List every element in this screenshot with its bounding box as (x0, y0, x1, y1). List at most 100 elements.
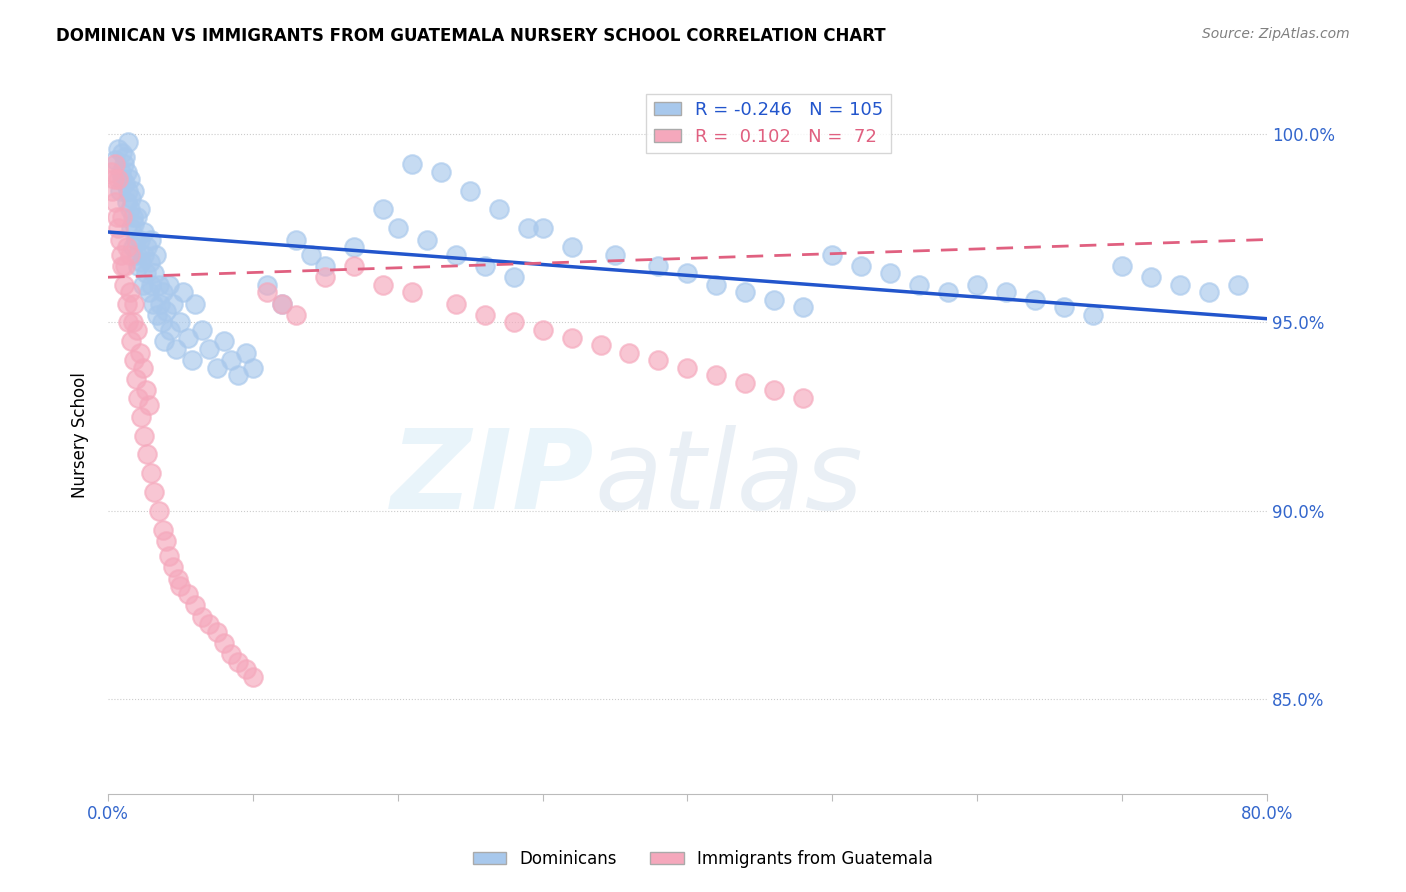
Point (118, 285, 141, 300)
Point (879, 267, 901, 281)
Point (155, 304, 177, 318)
Point (763, 384, 786, 398)
Point (531, 323, 554, 337)
Point (603, 247, 626, 261)
Point (136, 447, 159, 461)
Point (104, 153, 127, 168)
Point (191, 323, 214, 337)
Point (270, 296, 292, 310)
Point (1111, 259, 1133, 273)
Point (212, 334, 235, 349)
Point (118, 247, 141, 261)
Point (792, 301, 814, 315)
Point (285, 233, 308, 247)
Point (152, 523, 174, 537)
Point (184, 598, 207, 612)
Point (1226, 277, 1249, 292)
Point (235, 662, 257, 676)
Point (103, 172, 125, 186)
Point (176, 330, 198, 344)
Point (966, 277, 988, 292)
Point (121, 210, 143, 224)
Point (111, 145, 134, 160)
Point (132, 277, 155, 292)
Point (561, 240, 583, 254)
Point (205, 360, 228, 375)
Point (706, 368, 728, 383)
Point (706, 277, 728, 292)
Point (488, 202, 510, 217)
Point (120, 334, 142, 349)
Point (373, 202, 395, 217)
Point (134, 225, 156, 239)
Point (146, 308, 169, 322)
Point (138, 398, 160, 412)
Point (343, 240, 366, 254)
Point (120, 191, 142, 205)
Point (908, 277, 931, 292)
Point (114, 150, 136, 164)
Point (111, 259, 134, 273)
Point (676, 267, 699, 281)
Point (117, 184, 139, 198)
Point (139, 255, 162, 269)
Point (115, 240, 138, 254)
Point (589, 338, 612, 352)
Point (198, 617, 221, 632)
Point (561, 330, 583, 344)
Point (141, 233, 163, 247)
Point (734, 376, 756, 390)
Point (107, 142, 129, 156)
Point (125, 247, 148, 261)
Point (1081, 308, 1104, 322)
Point (734, 285, 756, 300)
Point (110, 164, 132, 178)
Text: Source: ZipAtlas.com: Source: ZipAtlas.com (1202, 27, 1350, 41)
Legend: R = -0.246   N = 105, R =  0.102   N =  72: R = -0.246 N = 105, R = 0.102 N = 72 (647, 94, 890, 153)
Point (205, 624, 228, 639)
Point (122, 184, 145, 198)
Point (124, 233, 146, 247)
Point (458, 184, 481, 198)
Point (124, 372, 146, 386)
Point (851, 259, 873, 273)
Point (100, 164, 122, 178)
Point (270, 296, 292, 310)
Point (131, 409, 153, 424)
Point (122, 353, 145, 368)
Point (111, 172, 134, 186)
Point (444, 247, 467, 261)
Point (141, 467, 163, 481)
Point (821, 247, 844, 261)
Text: DOMINICAN VS IMMIGRANTS FROM GUATEMALA NURSERY SCHOOL CORRELATION CHART: DOMINICAN VS IMMIGRANTS FROM GUATEMALA N… (56, 27, 886, 45)
Point (101, 184, 124, 198)
Point (150, 316, 173, 330)
Point (115, 164, 138, 178)
Point (153, 334, 176, 349)
Point (120, 221, 142, 235)
Point (619, 345, 641, 359)
Point (314, 259, 336, 273)
Point (184, 296, 207, 310)
Point (135, 384, 157, 398)
Point (117, 316, 139, 330)
Point (110, 247, 132, 261)
Point (647, 259, 669, 273)
Point (212, 636, 235, 650)
Point (159, 323, 181, 337)
Point (256, 277, 278, 292)
Point (314, 270, 336, 285)
Point (128, 202, 150, 217)
Point (128, 233, 150, 247)
Point (127, 391, 149, 405)
Point (256, 285, 278, 300)
Point (127, 259, 149, 273)
Point (401, 157, 423, 171)
Point (444, 296, 467, 310)
Point (108, 233, 131, 247)
Point (141, 277, 163, 292)
Point (148, 504, 170, 518)
Point (474, 259, 496, 273)
Point (474, 308, 496, 322)
Point (219, 353, 242, 368)
